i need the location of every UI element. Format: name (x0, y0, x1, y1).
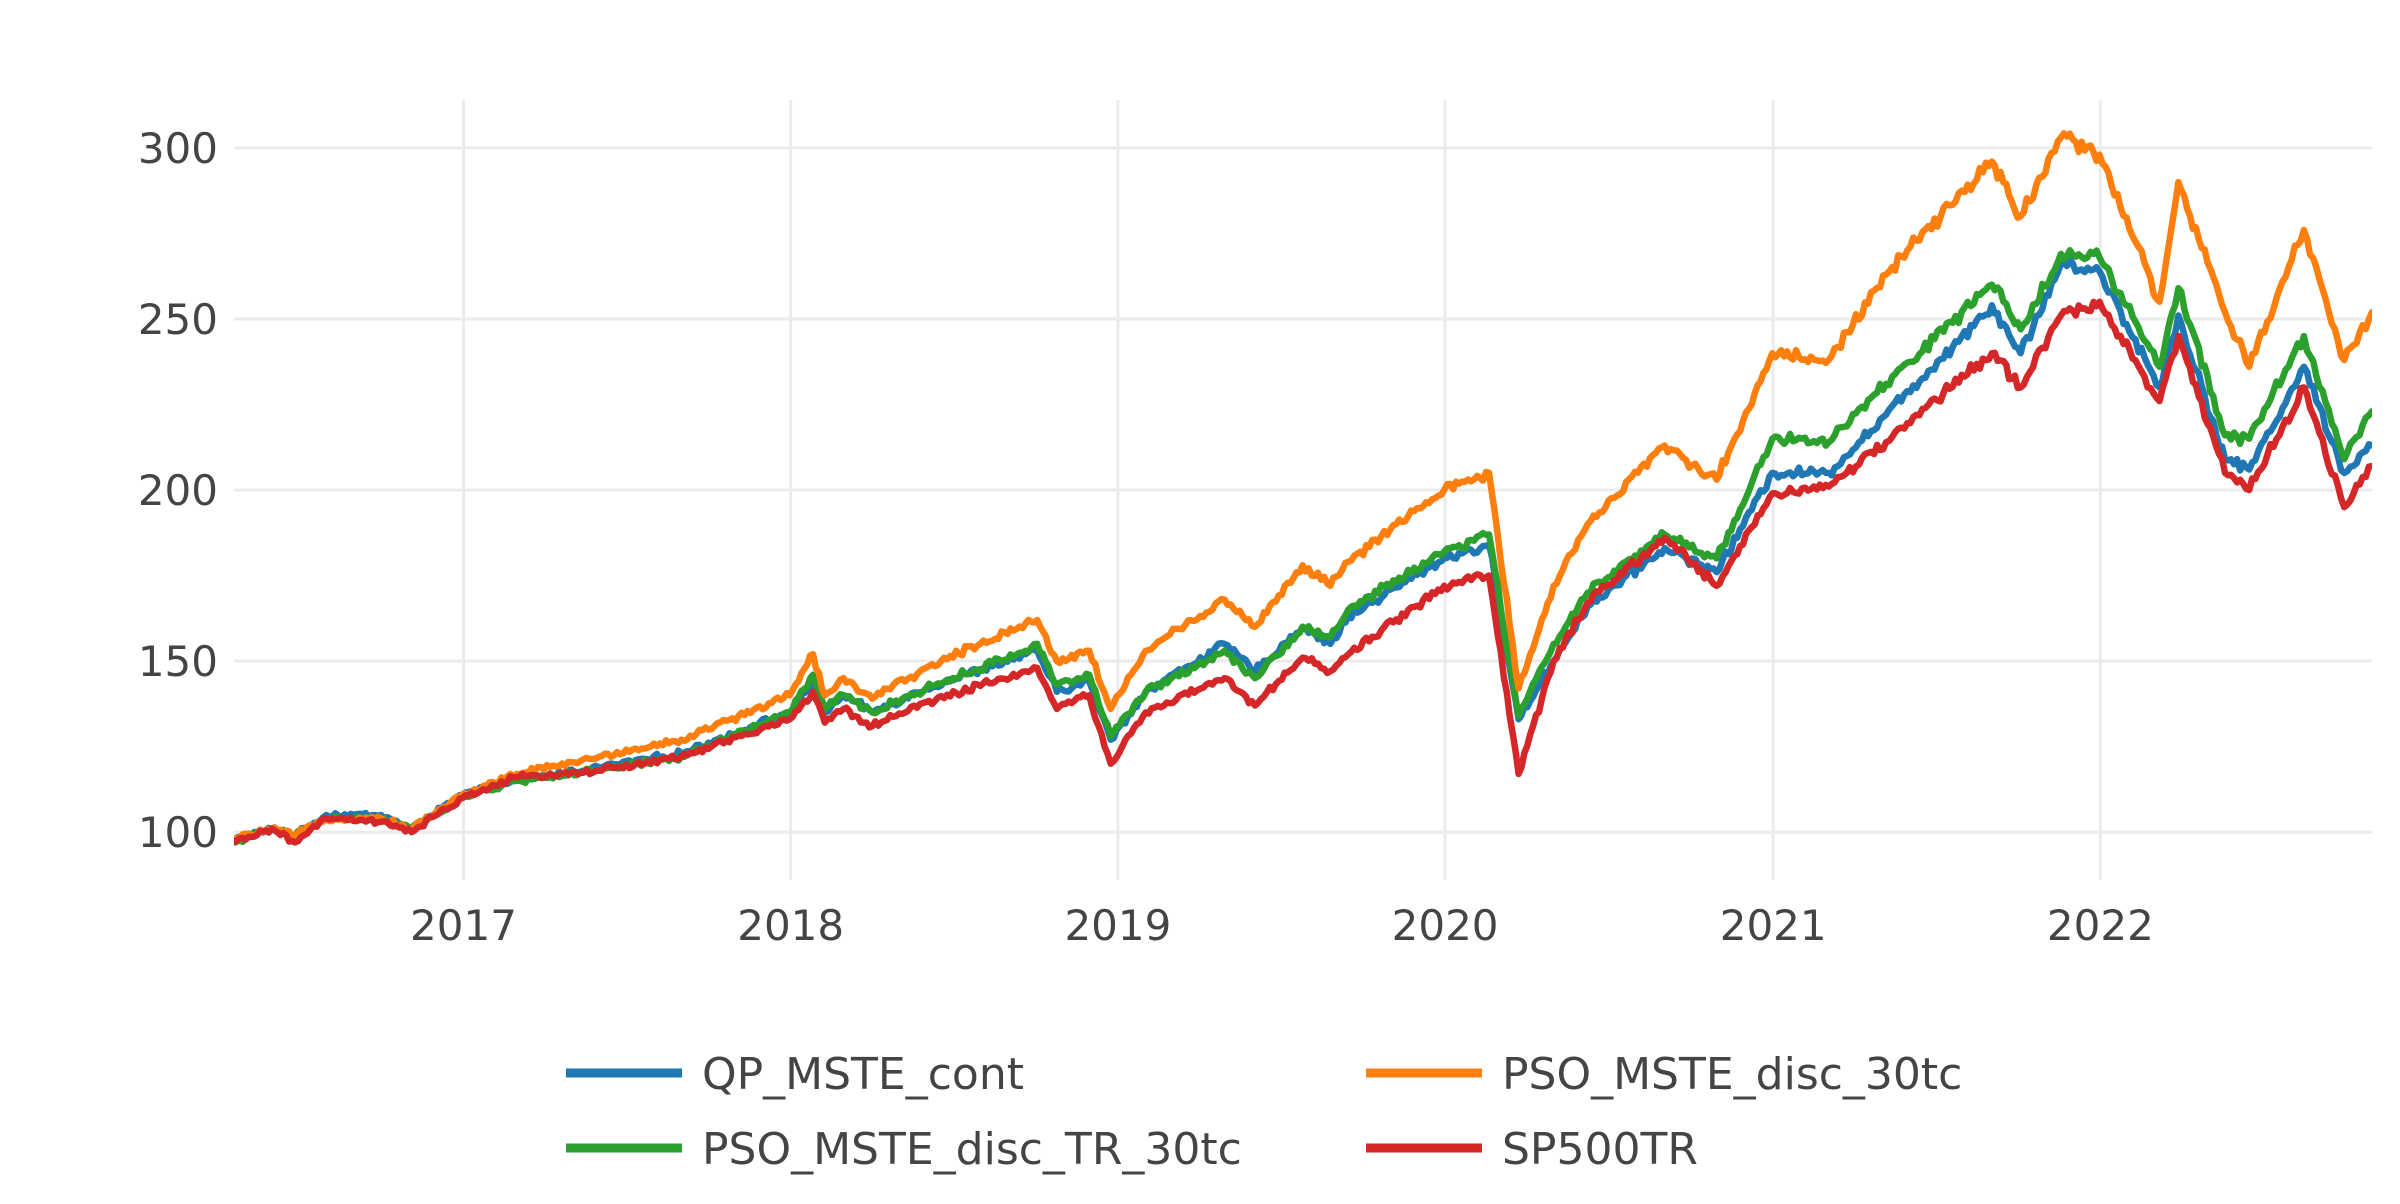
x-tick-label: 2021 (1720, 901, 1827, 950)
series-line-pso-mste-disc-30tc (234, 130, 2372, 843)
x-tick-label: 2019 (1064, 901, 1171, 950)
x-tick-label: 2020 (1392, 901, 1499, 950)
x-tick-label: 2018 (737, 901, 844, 950)
y-tick-label: 150 (138, 637, 218, 686)
grid-layer (234, 100, 2372, 880)
y-tick-label: 250 (138, 295, 218, 344)
series-layer (234, 130, 2372, 846)
legend[interactable]: QP_MSTE_cont PSO_MSTE_disc_30tc PSO_MSTE_d… (566, 1049, 1962, 1175)
series-line-pso-mste-disc-tr-30tc (234, 247, 2372, 846)
y-tick-label: 300 (138, 124, 218, 173)
legend-label: PSO_MSTE_disc_TR_30tc (702, 1124, 1242, 1175)
y-tick-label: 200 (138, 466, 218, 515)
y-tick-label: 100 (138, 808, 218, 857)
x-tick-label: 2017 (410, 901, 517, 950)
legend-item-sp500tr[interactable]: SP500TR (1366, 1124, 1698, 1175)
legend-item-pso-mste-disc-30tc[interactable]: PSO_MSTE_disc_30tc (1366, 1049, 1962, 1100)
series-line-sp500tr (234, 298, 2372, 846)
axis-labels: 100 150 200 250 300 2017 2018 2019 2020 2021 2022 (138, 124, 2154, 950)
x-tick-label: 2022 (2047, 901, 2154, 950)
legend-item-qp-mste-cont[interactable]: QP_MSTE_cont (566, 1049, 1024, 1100)
legend-label: QP_MSTE_cont (702, 1049, 1024, 1100)
legend-label: PSO_MSTE_disc_30tc (1502, 1049, 1962, 1100)
legend-item-pso-mste-disc-tr-30tc[interactable]: PSO_MSTE_disc_TR_30tc (566, 1124, 1242, 1175)
legend-label: SP500TR (1502, 1124, 1698, 1175)
series-line-qp-mste-cont (234, 255, 2372, 843)
